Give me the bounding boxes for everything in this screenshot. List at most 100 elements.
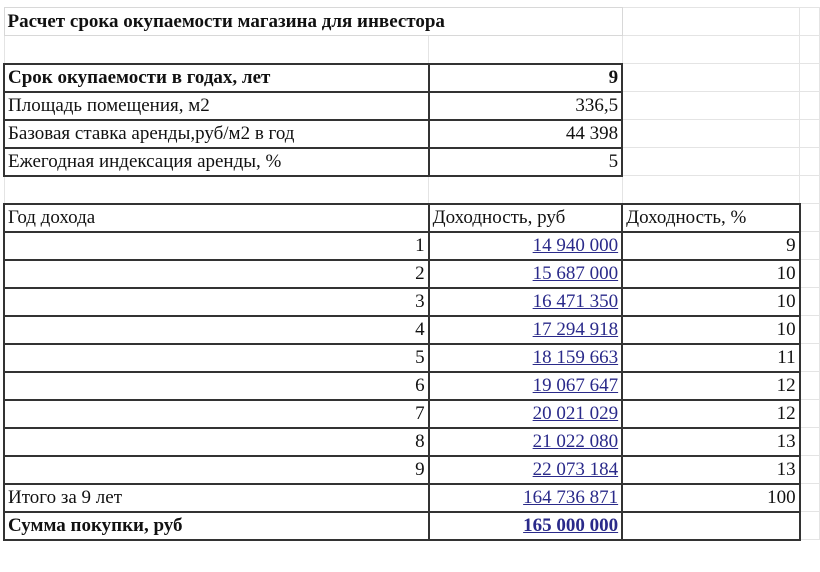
- income-cell[interactable]: 19 067 647: [427, 370, 624, 401]
- param-row: Срок окупаемости в годах, лет 9: [3, 62, 820, 93]
- param-label[interactable]: Ежегодная индексация аренды, %: [3, 146, 430, 177]
- cell[interactable]: [621, 510, 801, 541]
- year-cell[interactable]: 4: [3, 314, 430, 345]
- cell[interactable]: [799, 231, 820, 260]
- param-label[interactable]: Базовая ставка аренды,руб/м2 в год: [3, 118, 430, 149]
- income-link[interactable]: 15 687 000: [532, 262, 619, 284]
- table-row: 4 17 294 918 10: [3, 314, 820, 345]
- cell[interactable]: [3, 35, 430, 64]
- cell[interactable]: [621, 91, 801, 120]
- income-cell[interactable]: 16 471 350: [427, 286, 624, 317]
- pct-cell[interactable]: 10: [621, 286, 801, 317]
- table-row: 8 21 022 080 13: [3, 426, 820, 457]
- income-link[interactable]: 17 294 918: [532, 318, 619, 340]
- income-cell[interactable]: 14 940 000: [427, 230, 624, 261]
- year-cell[interactable]: 8: [3, 426, 430, 457]
- income-link[interactable]: 18 159 663: [532, 346, 619, 368]
- table-row: 5 18 159 663 11: [3, 342, 820, 373]
- cell[interactable]: [621, 7, 801, 36]
- income-link[interactable]: 165 000 000: [523, 514, 619, 536]
- cell[interactable]: [799, 483, 820, 512]
- title-cell[interactable]: Расчет срока окупаемости магазина для ин…: [3, 7, 623, 36]
- cell[interactable]: [799, 455, 820, 484]
- income-link[interactable]: 164 736 871: [523, 486, 619, 508]
- year-cell[interactable]: 7: [3, 398, 430, 429]
- cell[interactable]: [799, 119, 820, 148]
- income-link[interactable]: 21 022 080: [532, 430, 619, 452]
- param-row: Площадь помещения, м2 336,5: [3, 90, 820, 121]
- param-row: Ежегодная индексация аренды, % 5: [3, 146, 820, 177]
- cell[interactable]: [799, 259, 820, 288]
- cell[interactable]: [799, 175, 820, 204]
- total-label[interactable]: Итого за 9 лет: [3, 482, 430, 513]
- year-cell[interactable]: 1: [3, 230, 430, 261]
- cell[interactable]: [799, 91, 820, 120]
- column-header[interactable]: Доходность, %: [621, 202, 801, 233]
- cell[interactable]: [799, 371, 820, 400]
- param-value[interactable]: 9: [427, 62, 624, 93]
- cell[interactable]: [799, 315, 820, 344]
- year-cell[interactable]: 2: [3, 258, 430, 289]
- cell[interactable]: [799, 287, 820, 316]
- pct-cell[interactable]: 11: [621, 342, 801, 373]
- purchase-value[interactable]: 165 000 000: [427, 510, 624, 541]
- pct-cell[interactable]: 10: [621, 314, 801, 345]
- year-cell[interactable]: 6: [3, 370, 430, 401]
- param-label[interactable]: Площадь помещения, м2: [3, 90, 430, 121]
- year-cell[interactable]: 3: [3, 286, 430, 317]
- table-row: 3 16 471 350 10: [3, 286, 820, 317]
- income-cell[interactable]: 18 159 663: [427, 342, 624, 373]
- cell[interactable]: [799, 35, 820, 64]
- pct-cell[interactable]: 10: [621, 258, 801, 289]
- pct-cell[interactable]: 12: [621, 398, 801, 429]
- year-cell[interactable]: 5: [3, 342, 430, 373]
- cell[interactable]: [799, 203, 820, 232]
- income-link[interactable]: 14 940 000: [532, 234, 619, 256]
- cell[interactable]: [621, 63, 801, 92]
- cell[interactable]: [428, 35, 623, 64]
- param-value[interactable]: 336,5: [427, 90, 624, 121]
- cell[interactable]: [621, 175, 801, 204]
- param-value[interactable]: 44 398: [427, 118, 624, 149]
- param-label[interactable]: Срок окупаемости в годах, лет: [3, 62, 430, 93]
- cell[interactable]: [621, 119, 801, 148]
- column-header[interactable]: Год дохода: [3, 202, 430, 233]
- blank-row: [3, 175, 820, 204]
- income-link[interactable]: 16 471 350: [532, 290, 619, 312]
- cell[interactable]: [621, 35, 801, 64]
- param-row: Базовая ставка аренды,руб/м2 в год 44 398: [3, 118, 820, 149]
- income-link[interactable]: 22 073 184: [532, 458, 619, 480]
- total-income[interactable]: 164 736 871: [427, 482, 624, 513]
- total-pct[interactable]: 100: [621, 482, 801, 513]
- param-value[interactable]: 5: [427, 146, 624, 177]
- cell[interactable]: [621, 147, 801, 176]
- cell[interactable]: [3, 175, 430, 204]
- pct-cell[interactable]: 13: [621, 426, 801, 457]
- pct-cell[interactable]: 12: [621, 370, 801, 401]
- column-header[interactable]: Доходность, руб: [427, 202, 624, 233]
- purchase-label[interactable]: Сумма покупки, руб: [3, 510, 430, 541]
- income-link[interactable]: 19 067 647: [532, 374, 619, 396]
- year-cell[interactable]: 9: [3, 454, 430, 485]
- income-link[interactable]: 20 021 029: [532, 402, 619, 424]
- pct-cell[interactable]: 13: [621, 454, 801, 485]
- header-row: Год дохода Доходность, руб Доходность, %: [3, 202, 820, 233]
- income-cell[interactable]: 20 021 029: [427, 398, 624, 429]
- table-row: 9 22 073 184 13: [3, 454, 820, 485]
- income-cell[interactable]: 21 022 080: [427, 426, 624, 457]
- cell[interactable]: [799, 147, 820, 176]
- cell[interactable]: [799, 63, 820, 92]
- pct-cell[interactable]: 9: [621, 230, 801, 261]
- cell[interactable]: [799, 343, 820, 372]
- income-cell[interactable]: 22 073 184: [427, 454, 624, 485]
- cell[interactable]: [799, 7, 820, 36]
- total-row: Итого за 9 лет 164 736 871 100: [3, 482, 820, 513]
- title-row: Расчет срока окупаемости магазина для ин…: [3, 7, 820, 36]
- cell[interactable]: [799, 427, 820, 456]
- cell[interactable]: [799, 399, 820, 428]
- income-cell[interactable]: 17 294 918: [427, 314, 624, 345]
- income-cell[interactable]: 15 687 000: [427, 258, 624, 289]
- cell[interactable]: [428, 175, 623, 204]
- spreadsheet: Расчет срока окупаемости магазина для ин…: [3, 7, 820, 541]
- cell[interactable]: [799, 511, 820, 540]
